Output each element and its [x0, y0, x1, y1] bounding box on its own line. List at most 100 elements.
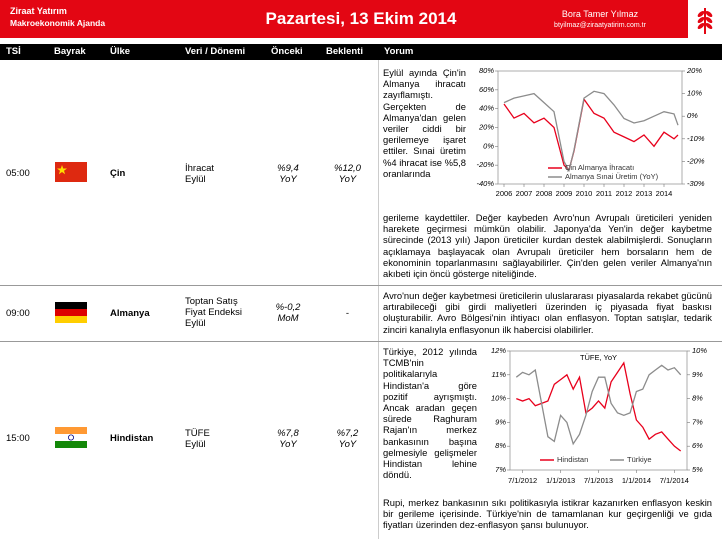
previous-line: %-0,2	[275, 302, 301, 313]
previous-line: %7,8	[277, 428, 299, 439]
flag-stripe	[55, 434, 87, 441]
x-tick-label: 2013	[636, 189, 653, 198]
time: 09:00	[6, 308, 30, 319]
legend-label: Türkiye	[627, 455, 652, 464]
chart: TÜFE, YoY12%11%10%9%8%7%10%9%8%7%6%5%7/1…	[491, 346, 707, 485]
comment: gerileme kaydettiler. Değer kaybeden Avr…	[383, 212, 712, 280]
series-line	[503, 90, 679, 173]
data-line: Eylül	[185, 318, 206, 329]
y2-tick-label: 8%	[692, 394, 703, 403]
column-header: TSİ	[6, 46, 21, 57]
y-tick-label: 80%	[479, 66, 494, 75]
flag-india	[55, 427, 87, 448]
x-tick-label: 2014	[656, 189, 673, 198]
x-tick-label: 1/1/2013	[546, 476, 575, 485]
flag-star	[57, 165, 67, 175]
x-tick-label: 2011	[596, 189, 612, 198]
x-tick-label: 2009	[556, 189, 573, 198]
data-line: Eylül	[185, 439, 206, 450]
y2-tick-label: 6%	[692, 441, 703, 450]
flag-germany	[55, 302, 87, 323]
y2-tick-label: 5%	[692, 465, 703, 474]
previous: %-0,2 MoM	[262, 302, 314, 324]
logo	[697, 8, 713, 34]
series-line	[516, 361, 682, 452]
column-header: Beklenti	[326, 46, 363, 57]
y2-tick-label: 10%	[692, 346, 707, 355]
y-tick-label: 0%	[483, 141, 494, 150]
flag-wheel	[67, 434, 74, 441]
x-tick-label: 2008	[536, 189, 553, 198]
comment: Avro'nun değer kaybetmesi üreticilerin u…	[383, 290, 712, 335]
y2-tick-label: 9%	[692, 370, 703, 379]
legend-label: Çin Almanya İhracatı	[565, 163, 634, 172]
data-line: Toptan Satış	[185, 296, 238, 307]
y-tick-label: 9%	[495, 417, 506, 426]
time: 15:00	[6, 433, 30, 444]
y-tick-label: -20%	[476, 160, 494, 169]
y-tick-label: 8%	[495, 441, 506, 450]
column-header: Veri / Dönemi	[185, 46, 246, 57]
wheat-icon	[697, 8, 713, 34]
column-header: Yorum	[384, 46, 414, 57]
expected: %7,2 YoY	[320, 428, 375, 450]
expected-line: YoY	[338, 439, 357, 450]
chart: 80% 60% 40% 20% 0% -20% -40% 20% 10% 0% -10% -20% -3…	[476, 66, 705, 198]
expected: -	[345, 308, 350, 319]
flag-stripe	[55, 441, 87, 448]
y2-tick-label: 20%	[686, 66, 702, 75]
previous-line: YoY	[279, 174, 297, 185]
chart-title: TÜFE, YoY	[580, 353, 617, 362]
data-line: Fiyat Endeksi	[185, 307, 243, 318]
email: btyilmaz@ziraatyatirim.com.tr	[554, 22, 646, 29]
expected-line: YoY	[338, 174, 357, 185]
y2-tick-label: -10%	[687, 134, 705, 143]
company: Ziraat Yatırım	[10, 6, 67, 16]
flag-china	[55, 162, 87, 182]
previous-line: MoM	[277, 313, 299, 324]
expected-line: %7,2	[336, 428, 359, 439]
row-divider	[0, 341, 722, 342]
previous-line: YoY	[279, 439, 297, 450]
data-name: Toptan Satış Fiyat Endeksi Eylül	[185, 296, 242, 329]
column-header-bar	[0, 44, 722, 60]
column-header: Önceki	[271, 46, 303, 57]
previous: %9,4 YoY	[262, 163, 314, 185]
column-header: Bayrak	[54, 46, 86, 57]
country: Hindistan	[110, 433, 154, 444]
data-line: Eylül	[185, 174, 206, 185]
y-tick-label: -40%	[476, 179, 494, 188]
y-tick-label: 12%	[491, 346, 506, 355]
previous-line: %9,4	[277, 163, 299, 174]
plot-frame	[509, 350, 688, 471]
y2-tick-label: 0%	[687, 111, 698, 120]
x-tick-label: 7/1/2012	[508, 476, 537, 485]
y-tick-label: 10%	[491, 394, 506, 403]
x-tick-label: 2006	[496, 189, 513, 198]
flag-stripe	[55, 427, 87, 434]
y2-tick-label: -20%	[687, 156, 705, 165]
x-tick-label: 7/1/2014	[660, 476, 689, 485]
y2-tick-label: 10%	[687, 89, 702, 98]
y-tick-label: 40%	[479, 104, 494, 113]
x-tick-label: 7/1/2013	[584, 476, 613, 485]
legend-label: Almanya Sınai Üretim (YoY)	[565, 172, 659, 181]
y-tick-label: 7%	[495, 465, 506, 474]
column-divider	[378, 60, 379, 539]
y-tick-label: 20%	[478, 122, 494, 131]
x-tick-label: 2010	[576, 189, 593, 198]
comment: Türkiye, 2012 yılında TCMB'nin politikal…	[383, 346, 477, 481]
flag-stripe	[55, 309, 87, 316]
y-tick-label: 11%	[492, 370, 507, 379]
country: Almanya	[110, 308, 150, 319]
title: Pazartesi, 13 Ekim 2014	[265, 9, 457, 28]
series-line	[515, 364, 682, 446]
row-divider	[0, 285, 722, 286]
author: Bora Tamer Yılmaz	[561, 9, 639, 19]
time: 05:00	[6, 168, 30, 179]
data-line: İhracat	[185, 163, 215, 174]
x-tick-label: 2007	[516, 189, 533, 198]
header-bar	[0, 0, 688, 38]
